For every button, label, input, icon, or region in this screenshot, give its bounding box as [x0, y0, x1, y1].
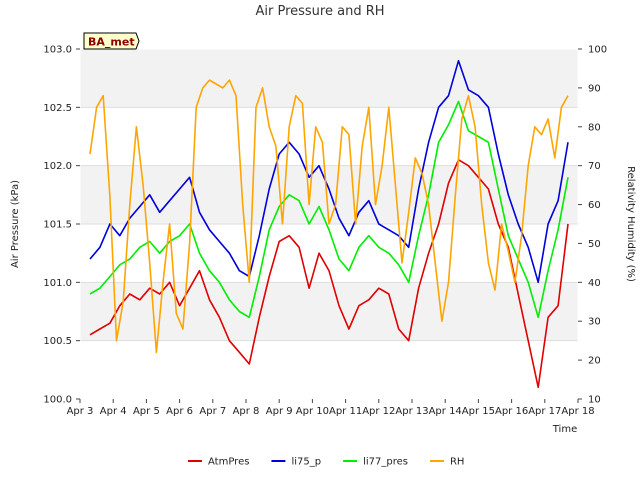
legend-label: AtmPres: [208, 457, 249, 468]
legend-item-atmpres: AtmPres: [188, 457, 249, 468]
grid-band: [80, 340, 578, 399]
series-line-rh: [89, 79, 569, 354]
x-tick-label: Apr 3: [67, 406, 94, 417]
y2-tick-label: 70: [588, 161, 601, 172]
legend-label: RH: [450, 457, 464, 468]
legend-label: li75_p: [291, 457, 321, 468]
y-tick-label: 102.0: [43, 161, 72, 172]
badge-label: BA_met: [88, 36, 135, 49]
y-tick-label: 100.5: [43, 336, 72, 347]
series-line-atmpres: [89, 159, 569, 389]
x-tick-label: Apr 15: [462, 406, 495, 417]
legend-item-li77_pres: li77_pres: [343, 457, 408, 468]
legend: AtmPres li75_p li77_pres RH: [188, 457, 464, 468]
legend-label: li77_pres: [363, 457, 408, 468]
series-lines: [89, 59, 569, 389]
y-axis-title: Air Pressure (kPa): [10, 180, 21, 268]
series-line-li77_pres: [89, 100, 569, 319]
y2-tick-label: 20: [588, 356, 601, 367]
y2-tick-label: 30: [588, 317, 601, 328]
grid-band: [80, 282, 578, 341]
x-tick-label: Apr 18: [561, 406, 594, 417]
y2-tick-label: 90: [588, 83, 601, 94]
y2-tick-label: 50: [588, 239, 601, 250]
y-tick-label: 102.5: [43, 103, 72, 114]
y-tick-label: 100.0: [43, 395, 72, 406]
x-tick-label: Apr 11: [329, 406, 362, 417]
y2-axis-title: Relativity Humidity (%): [625, 166, 636, 282]
legend-item-rh: RH: [429, 457, 464, 468]
x-axis-title: Time: [552, 424, 577, 435]
y2-tick-label: 80: [588, 122, 601, 133]
x-tick-label: Apr 10: [296, 406, 329, 417]
y-tick-label: 101.5: [43, 220, 72, 231]
x-tick-label: Apr 9: [266, 406, 293, 417]
x-tick-label: Apr 14: [429, 406, 462, 417]
badge-box: [83, 32, 140, 50]
grid-band: [80, 107, 578, 166]
legend-item-li75_p: li75_p: [271, 457, 321, 468]
y2-tick-label: 60: [588, 200, 601, 211]
x-tick-label: Apr 4: [100, 406, 127, 417]
x-tick-label: Apr 13: [395, 406, 428, 417]
x-tick-label: Apr 12: [362, 406, 395, 417]
y-axis-left: 100.0 100.5 101.0 101.5 102.0 102.5 103.0: [43, 45, 80, 406]
series-line-li75_p: [89, 59, 569, 284]
station-badge: BA_met: [83, 32, 140, 50]
y-tick-label: 103.0: [43, 45, 72, 56]
x-tick-label: Apr 16: [495, 406, 528, 417]
y2-tick-label: 100: [588, 45, 607, 56]
y2-tick-label: 10: [588, 395, 601, 406]
y-tick-label: 101.0: [43, 278, 72, 289]
x-tick-label: Apr 8: [233, 406, 260, 417]
x-tick-label: Apr 6: [166, 406, 193, 417]
y-axis-right: 10 20 30 40 50 60 70 80 90 100: [578, 45, 607, 406]
x-tick-label: Apr 5: [133, 406, 160, 417]
x-axis: Apr 3 Apr 4 Apr 5 Apr 6 Apr 7 Apr 8 Apr 9 Apr 1…: [67, 399, 595, 417]
chart-title: Air Pressure and RH: [255, 4, 384, 19]
grid-band: [80, 49, 578, 108]
y2-tick-label: 40: [588, 278, 601, 289]
x-tick-label: Apr 7: [199, 406, 226, 417]
x-tick-label: Apr 17: [528, 406, 561, 417]
